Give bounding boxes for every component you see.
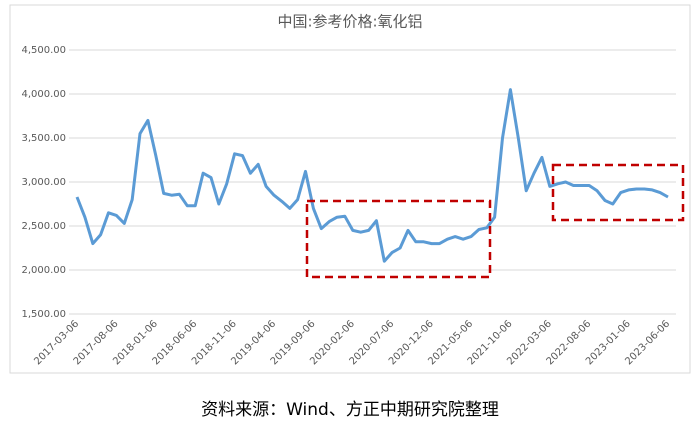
y-tick-label: 4,500.00 [21, 45, 66, 56]
y-tick-label: 3,500.00 [21, 133, 66, 144]
chart-frame [9, 4, 691, 374]
y-tick-label: 4,000.00 [21, 89, 66, 100]
chart-title: 中国:参考价格:氧化铝 [277, 13, 422, 31]
y-tick-label: 1,500.00 [21, 309, 66, 320]
plot: 1,500.00 2,000.00 2,500.00 3,000.00 3,500.00… [21, 45, 676, 367]
data-line [75, 88, 669, 263]
highlight-box [305, 199, 492, 279]
y-tick-label: 2,500.00 [21, 221, 66, 232]
source-note: 资料来源：Wind、方正中期研究院整理 [201, 400, 499, 420]
y-tick-label: 2,000.00 [21, 265, 66, 276]
highlight-box [551, 163, 685, 222]
y-tick-label: 3,000.00 [21, 177, 66, 188]
